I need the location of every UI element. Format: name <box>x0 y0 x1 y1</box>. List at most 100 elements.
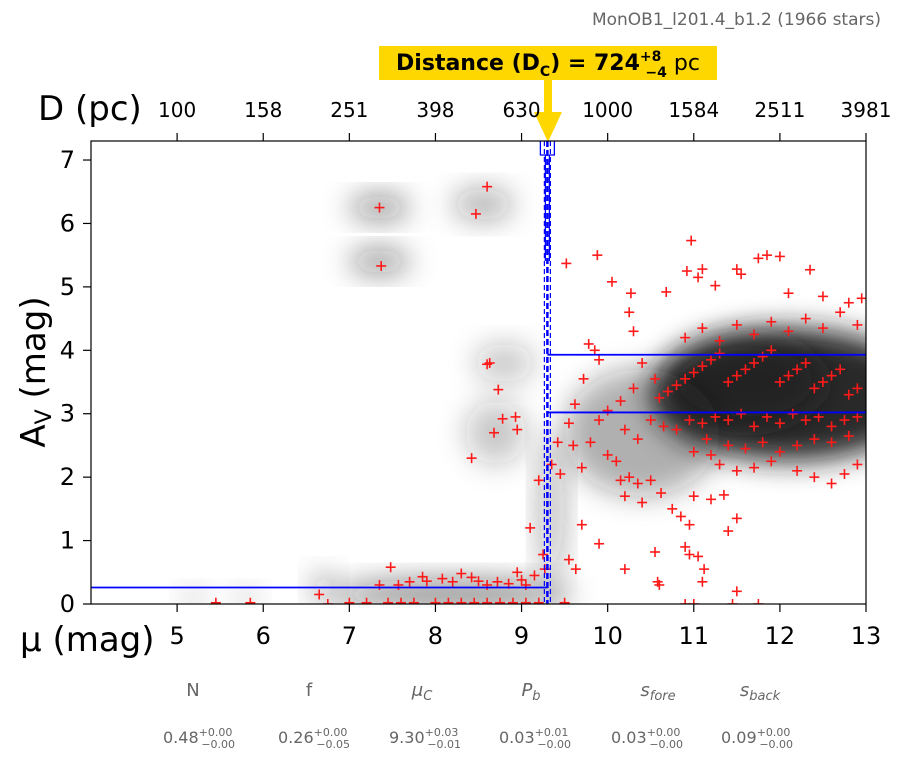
data-point <box>576 462 587 473</box>
data-point <box>688 367 699 378</box>
data-point <box>688 446 699 457</box>
data-point <box>714 348 725 359</box>
param-value: 9.30+0.03 −0.01 <box>389 726 461 751</box>
data-point <box>658 421 669 432</box>
top-tick-label: 1584 <box>668 98 719 122</box>
data-point <box>774 446 785 457</box>
param-value: 0.09+0.00 −0.00 <box>721 726 793 751</box>
param-value: 0.26+0.00 −0.05 <box>278 726 350 751</box>
y-tick-label: 6 <box>60 209 75 237</box>
data-point <box>706 354 716 365</box>
data-point <box>714 459 725 470</box>
data-point <box>718 489 729 500</box>
data-point <box>680 541 691 552</box>
distance-histogram <box>539 141 556 261</box>
data-point <box>645 475 656 486</box>
data-point <box>681 266 692 277</box>
data-point <box>654 579 665 590</box>
y-axis-label: AV (mag) <box>14 296 57 447</box>
data-point <box>421 576 432 587</box>
data-point <box>697 264 708 275</box>
data-point <box>852 383 863 394</box>
data-point <box>817 323 828 334</box>
param-name: sfore <box>640 680 675 704</box>
data-point <box>555 468 566 479</box>
data-point <box>740 443 751 454</box>
data-point <box>632 434 643 445</box>
x-tick-label: 7 <box>342 622 357 650</box>
density-background <box>181 188 866 604</box>
top-axis-ticks: 100 158 251 398 630 1000 1584 2511 3981 <box>158 98 891 141</box>
data-point <box>710 411 721 422</box>
data-point <box>766 316 777 327</box>
x-tick-label: 6 <box>256 622 271 650</box>
data-point <box>809 383 820 394</box>
data-point <box>430 597 441 604</box>
param-name: μC <box>411 680 433 704</box>
x-axis-label: μ (mag) <box>20 620 155 660</box>
data-point <box>852 411 863 422</box>
data-point <box>749 357 760 368</box>
data-point <box>525 522 536 533</box>
x-tick-label: 12 <box>765 622 796 650</box>
x-axis-ticks: 5 6 7 8 9 10 11 12 13 <box>169 604 881 650</box>
plot-frame <box>90 140 867 605</box>
data-point <box>706 449 716 460</box>
x-tick-label: 8 <box>428 622 443 650</box>
density-blob <box>452 188 513 221</box>
data-point <box>611 456 622 467</box>
data-point <box>492 576 503 587</box>
data-point <box>361 597 372 604</box>
x-tick-label: 5 <box>169 622 184 650</box>
data-point <box>322 599 333 604</box>
data-point <box>792 465 803 476</box>
data-point <box>731 586 742 597</box>
data-point <box>688 599 699 604</box>
top-tick-label: 630 <box>502 98 540 122</box>
x-tick-label: 13 <box>851 622 882 650</box>
data-point <box>757 351 768 362</box>
data-point <box>512 567 523 578</box>
data-point <box>417 571 428 582</box>
star-points <box>210 181 866 604</box>
data-point <box>671 424 682 435</box>
data-point <box>800 415 811 426</box>
data-point <box>826 478 837 489</box>
data-point <box>731 513 742 524</box>
data-point <box>654 392 665 403</box>
data-point <box>385 562 396 573</box>
density-blob <box>349 248 410 275</box>
data-point <box>383 597 394 604</box>
data-point <box>615 475 626 486</box>
data-point <box>723 415 734 426</box>
data-point <box>538 549 549 560</box>
data-point <box>736 408 747 419</box>
data-point <box>680 373 691 384</box>
data-point <box>800 313 811 324</box>
data-point <box>723 526 734 537</box>
top-tick-label: 398 <box>416 98 454 122</box>
data-point <box>783 288 794 299</box>
density-blob <box>564 369 720 497</box>
data-point <box>374 202 385 213</box>
data-point <box>684 415 695 426</box>
data-point <box>856 293 866 304</box>
data-point <box>606 276 617 287</box>
data-point <box>245 597 256 604</box>
data-point <box>561 258 572 269</box>
data-point <box>686 235 697 246</box>
data-point <box>624 307 635 318</box>
data-point <box>552 437 563 448</box>
top-tick-label: 100 <box>158 98 196 122</box>
data-point <box>727 599 738 604</box>
data-point <box>697 418 708 429</box>
data-point <box>826 437 837 448</box>
data-point <box>761 411 772 422</box>
data-point <box>843 430 854 441</box>
data-point <box>817 377 828 388</box>
data-point <box>493 384 504 395</box>
data-point <box>625 288 636 299</box>
data-point <box>396 597 406 604</box>
data-point <box>761 250 772 261</box>
